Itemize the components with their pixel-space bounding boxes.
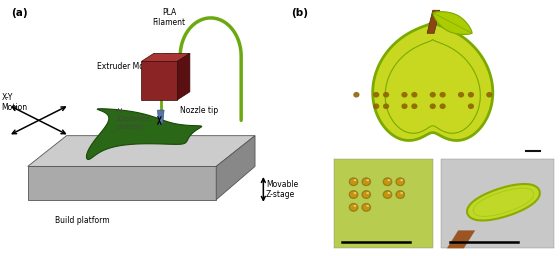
Ellipse shape [411,103,417,109]
Ellipse shape [440,92,446,98]
Ellipse shape [353,205,356,207]
Ellipse shape [349,191,357,198]
Text: Build platform: Build platform [55,216,110,225]
Polygon shape [141,53,190,61]
Text: Nozzle tip: Nozzle tip [180,105,218,115]
Ellipse shape [353,192,356,194]
Polygon shape [467,184,540,220]
Polygon shape [373,22,493,141]
Polygon shape [441,159,554,248]
Ellipse shape [458,92,464,98]
Ellipse shape [353,92,360,98]
Ellipse shape [388,192,390,194]
Text: (a): (a) [11,8,27,18]
Text: H
(Distance
control): H (Distance control) [116,108,150,130]
Ellipse shape [440,103,446,109]
Ellipse shape [468,103,474,109]
Ellipse shape [362,204,370,211]
Ellipse shape [400,192,403,194]
Polygon shape [27,166,216,200]
Text: X-Y
Motion: X-Y Motion [1,93,27,112]
Ellipse shape [366,205,369,207]
Ellipse shape [430,103,436,109]
Ellipse shape [349,178,357,185]
Polygon shape [86,109,202,159]
Ellipse shape [486,92,492,98]
Ellipse shape [349,204,357,211]
Ellipse shape [366,179,369,181]
Text: Movable
Z-stage: Movable Z-stage [266,180,298,199]
Ellipse shape [384,191,391,198]
Polygon shape [427,10,440,33]
Ellipse shape [373,92,379,98]
Polygon shape [141,61,178,100]
Polygon shape [157,110,164,124]
Polygon shape [334,159,433,248]
Text: (b): (b) [291,8,309,18]
Polygon shape [27,136,255,166]
Text: PLA
Filament: PLA Filament [152,8,186,27]
Polygon shape [216,136,255,200]
Ellipse shape [400,179,403,181]
Polygon shape [178,53,190,100]
Ellipse shape [384,178,391,185]
Ellipse shape [402,92,408,98]
Ellipse shape [396,191,404,198]
Ellipse shape [373,103,379,109]
Ellipse shape [396,178,404,185]
Text: Extruder Motor: Extruder Motor [97,62,155,71]
Ellipse shape [383,103,389,109]
Ellipse shape [383,92,389,98]
Ellipse shape [402,103,408,109]
Ellipse shape [353,179,356,181]
Polygon shape [447,230,475,248]
Ellipse shape [388,179,390,181]
Ellipse shape [430,92,436,98]
Ellipse shape [366,192,369,194]
Ellipse shape [362,178,370,185]
Ellipse shape [362,191,370,198]
Ellipse shape [468,92,474,98]
Polygon shape [433,12,472,35]
Ellipse shape [411,92,417,98]
